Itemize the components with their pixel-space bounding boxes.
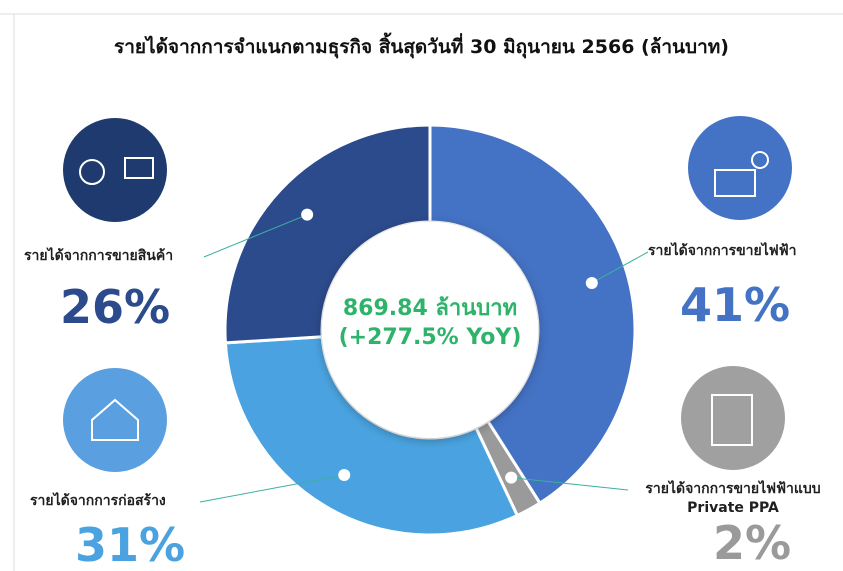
icon — [63, 116, 792, 472]
leader-line — [203, 214, 308, 258]
category-label: รายได้จากการขายไฟฟ้าแบบ Private PPA — [645, 481, 821, 516]
leader-line — [591, 251, 649, 284]
category-label: รายได้จากการขายไฟฟ้า — [648, 243, 797, 259]
value-label: 41% — [679, 278, 791, 332]
leader-dot — [338, 469, 351, 482]
leader-line — [199, 474, 345, 503]
chart-title: รายได้จากการจำแนกตามธุรกิจ สิ้นสุดวันที่… — [114, 36, 729, 58]
donut — [223, 123, 637, 537]
leader-line — [511, 477, 629, 491]
center-value: 869.84 ล้านบาท — [342, 296, 518, 321]
leader-lines — [199, 208, 649, 503]
value-label: 31% — [74, 518, 186, 571]
value-label: 2% — [712, 516, 792, 570]
center-growth: (+277.5% YoY) — [338, 325, 522, 350]
category-label: รายได้จากการขายสินค้า — [24, 248, 174, 264]
leader-dot — [585, 276, 598, 289]
value-label: 26% — [59, 280, 171, 334]
leader-dot — [505, 471, 518, 484]
category-label: รายได้จากการก่อสร้าง — [30, 493, 166, 509]
donut-center — [322, 222, 538, 438]
leader-dot — [301, 208, 314, 221]
